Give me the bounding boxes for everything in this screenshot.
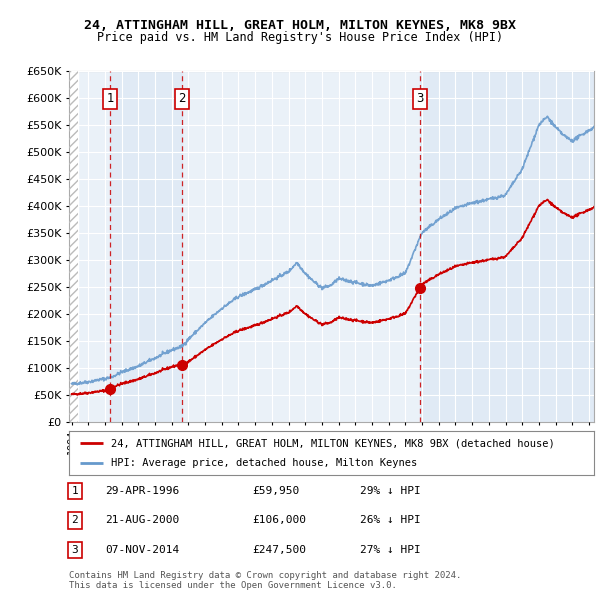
Text: 2: 2 [179,93,186,106]
Text: 3: 3 [71,545,79,555]
Text: 1: 1 [107,93,114,106]
Text: This data is licensed under the Open Government Licence v3.0.: This data is licensed under the Open Gov… [69,581,397,589]
Text: 27% ↓ HPI: 27% ↓ HPI [360,545,421,555]
Text: £247,500: £247,500 [252,545,306,555]
Bar [110,71,182,422]
Text: 3: 3 [416,93,423,106]
Text: 24, ATTINGHAM HILL, GREAT HOLM, MILTON KEYNES, MK8 9BX (detached house): 24, ATTINGHAM HILL, GREAT HOLM, MILTON K… [111,438,555,448]
Text: 26% ↓ HPI: 26% ↓ HPI [360,516,421,525]
Bar [419,71,594,422]
Bar [63,71,78,422]
Text: 24, ATTINGHAM HILL, GREAT HOLM, MILTON KEYNES, MK8 9BX: 24, ATTINGHAM HILL, GREAT HOLM, MILTON K… [84,19,516,32]
Text: 29-APR-1996: 29-APR-1996 [105,486,179,496]
Bar [63,71,78,422]
Text: 1: 1 [71,486,79,496]
Text: 07-NOV-2014: 07-NOV-2014 [105,545,179,555]
Text: 2: 2 [71,516,79,525]
Text: HPI: Average price, detached house, Milton Keynes: HPI: Average price, detached house, Milt… [111,458,417,467]
Text: 29% ↓ HPI: 29% ↓ HPI [360,486,421,496]
Text: £59,950: £59,950 [252,486,299,496]
Text: Price paid vs. HM Land Registry's House Price Index (HPI): Price paid vs. HM Land Registry's House … [97,31,503,44]
Text: Contains HM Land Registry data © Crown copyright and database right 2024.: Contains HM Land Registry data © Crown c… [69,571,461,580]
Text: 21-AUG-2000: 21-AUG-2000 [105,516,179,525]
Text: £106,000: £106,000 [252,516,306,525]
